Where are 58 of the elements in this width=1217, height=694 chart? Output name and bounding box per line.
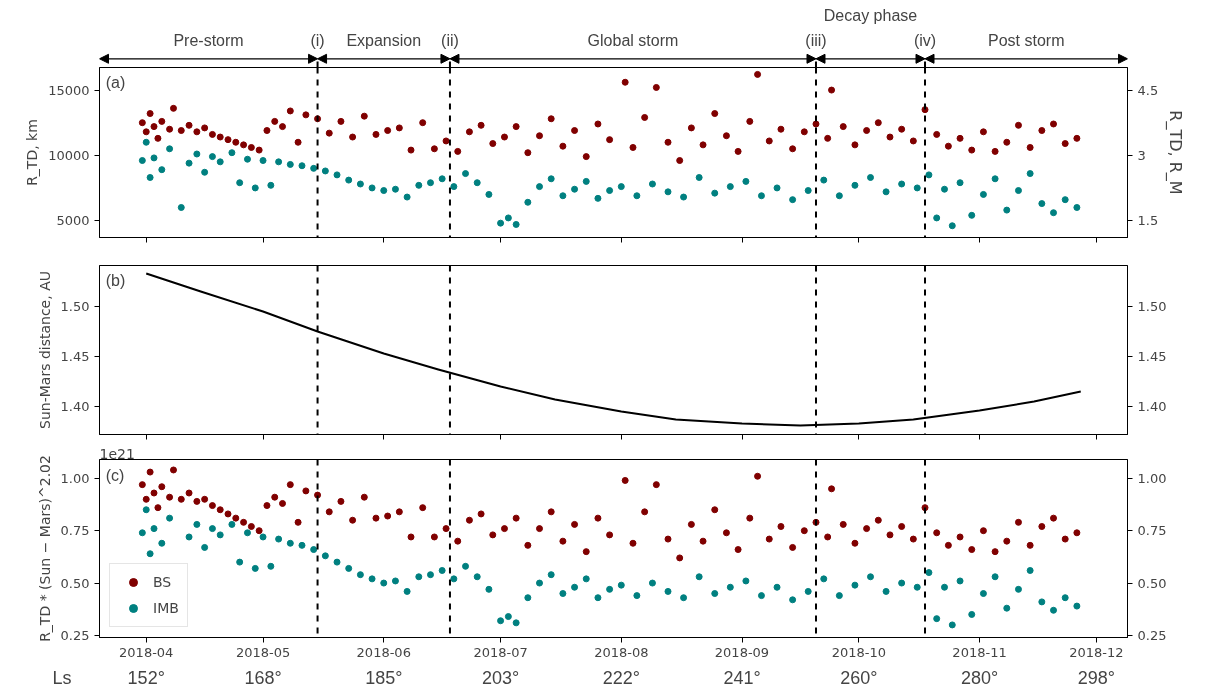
x-tick-label: 2018-08 bbox=[594, 644, 649, 660]
y2-tick-label: 3 bbox=[1137, 147, 1146, 163]
y-axis-title: R_TD * (Sun − Mars)^2.02 bbox=[36, 455, 53, 642]
y-axis-title: R_TD, km bbox=[24, 119, 41, 186]
text: 298° bbox=[1077, 667, 1115, 688]
text: 222° bbox=[602, 667, 640, 688]
chart-title: (a) bbox=[105, 74, 126, 92]
ref-line-label: (iii) bbox=[805, 32, 827, 50]
y2-tick-label: 4.5 bbox=[1137, 82, 1159, 98]
y-tick-label: 15000 bbox=[48, 82, 90, 98]
y-tick-label: 5000 bbox=[56, 213, 90, 229]
y-tick-label: 1.00 bbox=[60, 470, 90, 486]
y2-tick-label: 1.45 bbox=[1137, 349, 1167, 364]
text: 241° bbox=[723, 667, 761, 688]
ref-line-label: (ii) bbox=[441, 32, 459, 50]
y2-tick-label: 0.25 bbox=[1137, 627, 1167, 643]
text: Ls bbox=[52, 667, 72, 688]
text: 203° bbox=[481, 667, 520, 688]
x-tick-label: 2018-09 bbox=[714, 644, 770, 660]
y2-tick-label: 1.40 bbox=[1137, 399, 1167, 414]
chart-title: (b) bbox=[105, 272, 126, 290]
legend-label: BS bbox=[153, 574, 173, 590]
y2-tick-label: 1.50 bbox=[1137, 299, 1167, 314]
text: Decay phase bbox=[823, 6, 918, 24]
x-tick-label: 2018-10 bbox=[831, 644, 886, 660]
text: Expansion bbox=[346, 32, 422, 50]
y2-tick-label: 1.00 bbox=[1137, 470, 1167, 486]
text: 168° bbox=[244, 667, 282, 688]
x-tick-label: 2018-07 bbox=[473, 644, 528, 660]
y-tick-label: 1.45 bbox=[60, 349, 90, 364]
text: Post storm bbox=[988, 32, 1065, 50]
y-tick-label: 1.50 bbox=[60, 299, 90, 314]
x-tick-label: 2018-05 bbox=[235, 644, 291, 660]
chart-title: (c) bbox=[105, 466, 125, 484]
x-tick-label: 2018-11 bbox=[952, 644, 1007, 660]
y2-tick-label: 0.75 bbox=[1137, 523, 1167, 539]
text: 185° bbox=[365, 667, 403, 688]
x-tick-label: 2018-04 bbox=[119, 644, 174, 660]
y2-tick-label: 1.5 bbox=[1137, 213, 1159, 229]
y-tick-label: 10000 bbox=[48, 147, 90, 163]
ref-line-label: (i) bbox=[310, 32, 325, 50]
ref-line-label: (iv) bbox=[913, 32, 937, 50]
y-tick-label: 1.40 bbox=[60, 399, 90, 414]
y2-tick-label: 0.50 bbox=[1137, 575, 1167, 591]
text: 280° bbox=[960, 667, 999, 688]
legend-label: IMB bbox=[153, 600, 179, 616]
text: 152° bbox=[127, 667, 165, 688]
x-tick-label: 2018-12 bbox=[1069, 644, 1124, 660]
y-tick-label: 0.50 bbox=[60, 575, 90, 591]
text: Global storm bbox=[587, 32, 679, 50]
y2-axis-title: R_TD, R_M bbox=[1165, 110, 1186, 195]
x-tick-label: 2018-06 bbox=[356, 644, 411, 660]
y-tick-label: 0.25 bbox=[60, 627, 90, 643]
annotation: 1e21 bbox=[99, 445, 135, 462]
text: 260° bbox=[840, 667, 878, 688]
y-axis-title: Sun-Mars distance, AU bbox=[36, 271, 53, 429]
y-tick-label: 0.75 bbox=[60, 523, 90, 539]
text: Pre-storm bbox=[173, 32, 244, 50]
